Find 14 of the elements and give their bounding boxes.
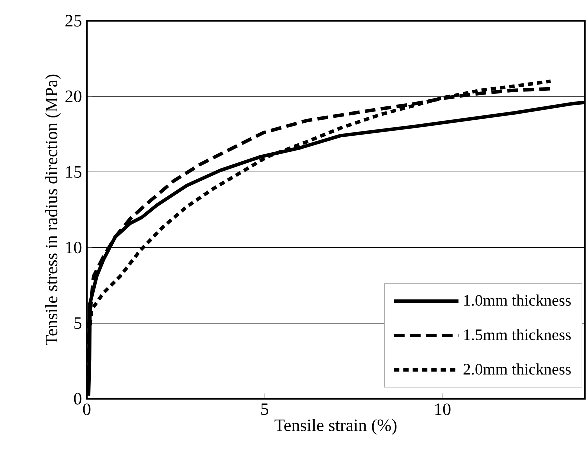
x-tick-label: 0 <box>83 404 91 416</box>
y-tick-label: 0 <box>74 393 82 405</box>
y-axis-title: Tensile stress in radius direction (MPa) <box>45 74 62 346</box>
x-tick-label: 5 <box>262 404 269 416</box>
y-tick-label: 10 <box>66 242 82 254</box>
y-tick-label: 20 <box>66 90 82 102</box>
y-tick-label: 25 <box>66 15 82 27</box>
x-tick-label: 10 <box>436 404 451 416</box>
y-tick-label: 5 <box>74 318 82 330</box>
legend-label: 1.0mm thickness <box>464 294 571 306</box>
x-axis-title: Tensile strain (%) <box>274 419 397 435</box>
legend-label: 2.0mm thickness <box>464 364 571 375</box>
legend-label: 1.5mm thickness <box>464 329 571 341</box>
y-tick-label: 15 <box>66 166 82 178</box>
